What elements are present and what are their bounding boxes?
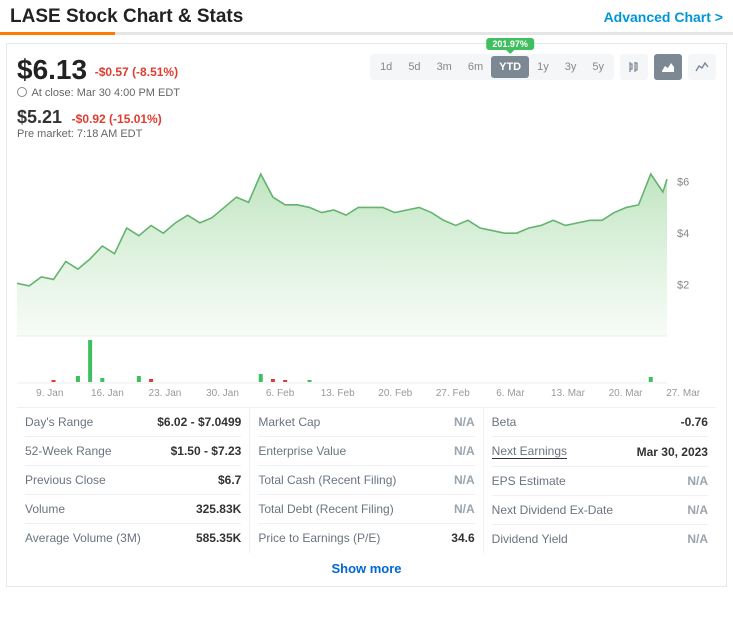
stat-label: Enterprise Value bbox=[258, 444, 346, 458]
stats-col-3: Beta -0.76 Next Earnings Mar 30, 2023 EPS Es… bbox=[484, 408, 716, 553]
stat-value: N/A bbox=[454, 415, 475, 429]
tab-underline bbox=[0, 32, 733, 35]
svg-text:$2: $2 bbox=[677, 280, 689, 292]
x-tick: 9. Jan bbox=[21, 388, 79, 399]
price-change: -$0.57 (-8.51%) bbox=[95, 65, 178, 79]
range-3y[interactable]: 3y bbox=[557, 56, 585, 78]
stat-label: Total Cash (Recent Filing) bbox=[258, 473, 396, 487]
stat-value: N/A bbox=[687, 474, 708, 488]
x-tick: 27. Mar bbox=[654, 388, 712, 399]
range-3m[interactable]: 3m bbox=[429, 56, 460, 78]
line-chart-icon[interactable] bbox=[688, 54, 716, 80]
page-title: LASE Stock Chart & Stats bbox=[10, 6, 243, 28]
stat-value: Mar 30, 2023 bbox=[637, 445, 708, 459]
stat-value: N/A bbox=[454, 444, 475, 458]
stat-label: Volume bbox=[25, 502, 65, 516]
x-tick: 16. Jan bbox=[79, 388, 137, 399]
chart-x-axis: 9. Jan16. Jan23. Jan30. Jan6. Feb13. Feb… bbox=[17, 386, 716, 407]
stat-row: Dividend Yield N/A bbox=[492, 525, 708, 553]
premarket-price: $5.21 bbox=[17, 107, 62, 127]
stat-value: 325.83K bbox=[196, 502, 241, 516]
stat-row: 52-Week Range $1.50 - $7.23 bbox=[25, 437, 241, 466]
stat-row: Volume 325.83K bbox=[25, 495, 241, 524]
range-1y[interactable]: 1y bbox=[529, 56, 557, 78]
stat-row: Price to Earnings (P/E) 34.6 bbox=[258, 524, 474, 552]
stat-value: 585.35K bbox=[196, 531, 241, 545]
stat-label: 52-Week Range bbox=[25, 444, 112, 458]
stat-row: Next Dividend Ex-Date N/A bbox=[492, 496, 708, 525]
stat-value: N/A bbox=[687, 503, 708, 517]
x-tick: 13. Mar bbox=[539, 388, 597, 399]
show-more-button[interactable]: Show more bbox=[17, 553, 716, 580]
x-tick: 20. Feb bbox=[366, 388, 424, 399]
x-tick: 13. Feb bbox=[309, 388, 367, 399]
stat-row: Day's Range $6.02 - $7.0499 bbox=[25, 408, 241, 437]
stat-row: Total Debt (Recent Filing) N/A bbox=[258, 495, 474, 524]
close-time: At close: Mar 30 4:00 PM EDT bbox=[17, 86, 180, 99]
current-price: $6.13 bbox=[17, 54, 87, 86]
stat-value: $6.02 - $7.0499 bbox=[157, 415, 241, 429]
range-ytd[interactable]: YTD201.97% bbox=[491, 56, 529, 78]
premarket-note: Pre market: 7:18 AM EDT bbox=[17, 128, 180, 140]
stat-row: Total Cash (Recent Filing) N/A bbox=[258, 466, 474, 495]
stats-col-1: Day's Range $6.02 - $7.0499 52-Week Range $… bbox=[17, 408, 249, 553]
price-block: $6.13 -$0.57 (-8.51%) At close: Mar 30 4… bbox=[17, 54, 180, 140]
stat-label: EPS Estimate bbox=[492, 474, 566, 488]
stat-row: Next Earnings Mar 30, 2023 bbox=[492, 437, 708, 467]
svg-text:$4: $4 bbox=[677, 228, 689, 240]
close-time-text: At close: Mar 30 4:00 PM EDT bbox=[31, 87, 180, 99]
stat-row: EPS Estimate N/A bbox=[492, 467, 708, 496]
svg-text:$6: $6 bbox=[677, 177, 689, 189]
stat-value: N/A bbox=[454, 473, 475, 487]
stat-label: Total Debt (Recent Filing) bbox=[258, 502, 393, 516]
stat-label: Price to Earnings (P/E) bbox=[258, 531, 380, 545]
advanced-chart-link[interactable]: Advanced Chart > bbox=[604, 9, 723, 25]
range-6m[interactable]: 6m bbox=[460, 56, 491, 78]
ytd-badge: 201.97% bbox=[486, 38, 534, 50]
stat-label: Average Volume (3M) bbox=[25, 531, 141, 545]
range-1d[interactable]: 1d bbox=[372, 56, 400, 78]
area-chart-icon[interactable] bbox=[654, 54, 682, 80]
x-tick: 27. Feb bbox=[424, 388, 482, 399]
stat-label: Next Dividend Ex-Date bbox=[492, 503, 613, 517]
stat-label: Previous Close bbox=[25, 473, 106, 487]
chart-controls: 1d5d3m6mYTD201.97%1y3y5y bbox=[370, 54, 716, 80]
range-group: 1d5d3m6mYTD201.97%1y3y5y bbox=[370, 54, 614, 80]
x-tick: 6. Feb bbox=[251, 388, 309, 399]
price-chart[interactable]: $2 $4 $6 bbox=[17, 146, 716, 386]
stat-value: $6.7 bbox=[218, 473, 241, 487]
range-5y[interactable]: 5y bbox=[584, 56, 612, 78]
stat-label: Beta bbox=[492, 415, 517, 429]
x-tick: 30. Jan bbox=[194, 388, 252, 399]
stat-value: N/A bbox=[687, 532, 708, 546]
stat-value: -0.76 bbox=[681, 415, 708, 429]
x-tick: 6. Mar bbox=[482, 388, 540, 399]
candlestick-icon[interactable] bbox=[620, 54, 648, 80]
x-tick: 20. Mar bbox=[597, 388, 655, 399]
clock-icon bbox=[17, 87, 27, 97]
x-tick: 23. Jan bbox=[136, 388, 194, 399]
stat-value: 34.6 bbox=[451, 531, 474, 545]
stock-card: $6.13 -$0.57 (-8.51%) At close: Mar 30 4… bbox=[6, 43, 727, 587]
stats-col-2: Market CapN/AEnterprise ValueN/ATotal Ca… bbox=[249, 408, 483, 553]
stats-grid: Day's Range $6.02 - $7.0499 52-Week Range $… bbox=[17, 407, 716, 553]
stat-row: Enterprise Value N/A bbox=[258, 437, 474, 466]
range-5d[interactable]: 5d bbox=[400, 56, 428, 78]
stat-label: Dividend Yield bbox=[492, 532, 568, 546]
stat-value: $1.50 - $7.23 bbox=[171, 444, 242, 458]
stat-label: Market Cap bbox=[258, 415, 320, 429]
premarket-change: -$0.92 (-15.01%) bbox=[72, 112, 162, 126]
stat-value: N/A bbox=[454, 502, 475, 516]
stat-row: Previous Close $6.7 bbox=[25, 466, 241, 495]
stat-row: Beta -0.76 bbox=[492, 408, 708, 437]
stat-label: Day's Range bbox=[25, 415, 93, 429]
stat-label: Next Earnings bbox=[492, 444, 567, 459]
stat-row: Average Volume (3M) 585.35K bbox=[25, 524, 241, 552]
stat-row: Market Cap N/A bbox=[258, 408, 474, 437]
